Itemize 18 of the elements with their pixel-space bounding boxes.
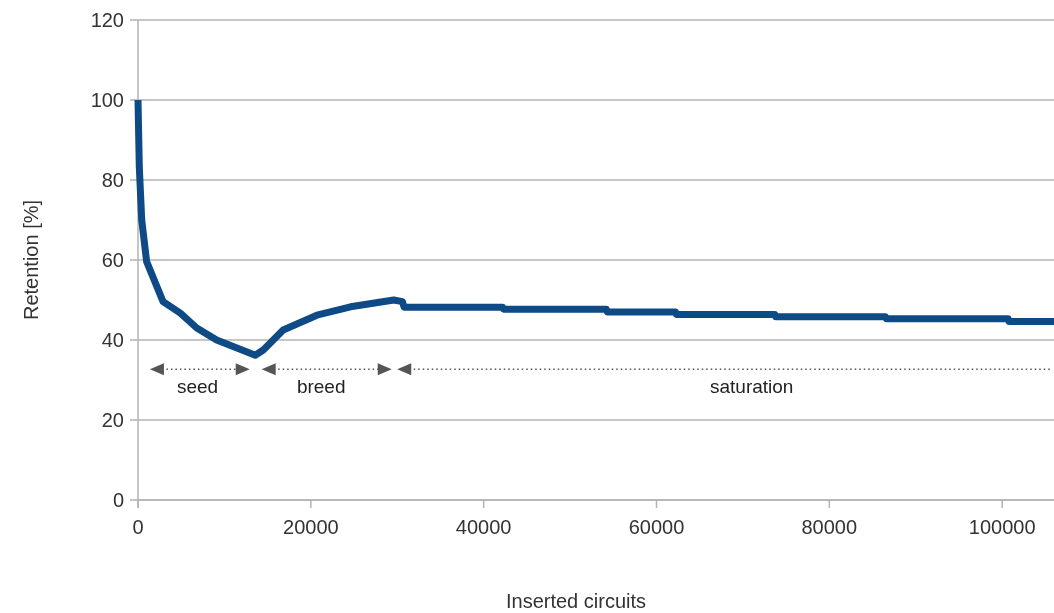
annotation: breed <box>296 376 346 398</box>
y-tick-label: 60 <box>101 249 124 271</box>
x-axis-title: Inserted circuits <box>505 590 647 612</box>
y-tick-label: 20 <box>101 409 124 431</box>
y-tick-label: 100 <box>90 89 124 111</box>
y-tick-label: 80 <box>101 169 124 191</box>
annotation: saturation <box>709 376 794 398</box>
x-tick-label: 60000 <box>628 516 685 538</box>
x-tick-label: 80000 <box>801 516 858 538</box>
y-tick-label: 0 <box>112 489 124 511</box>
annotation: seed <box>176 376 219 398</box>
x-tick-label: 40000 <box>455 516 512 538</box>
x-tick-label: 20000 <box>283 516 339 538</box>
x-tick-label: 100000 <box>968 516 1036 538</box>
x-tick-label: 0 <box>132 516 144 538</box>
y-axis-title: Retention [%] <box>20 199 42 321</box>
y-tick-label: 40 <box>101 329 124 351</box>
y-tick-label: 120 <box>90 9 124 31</box>
